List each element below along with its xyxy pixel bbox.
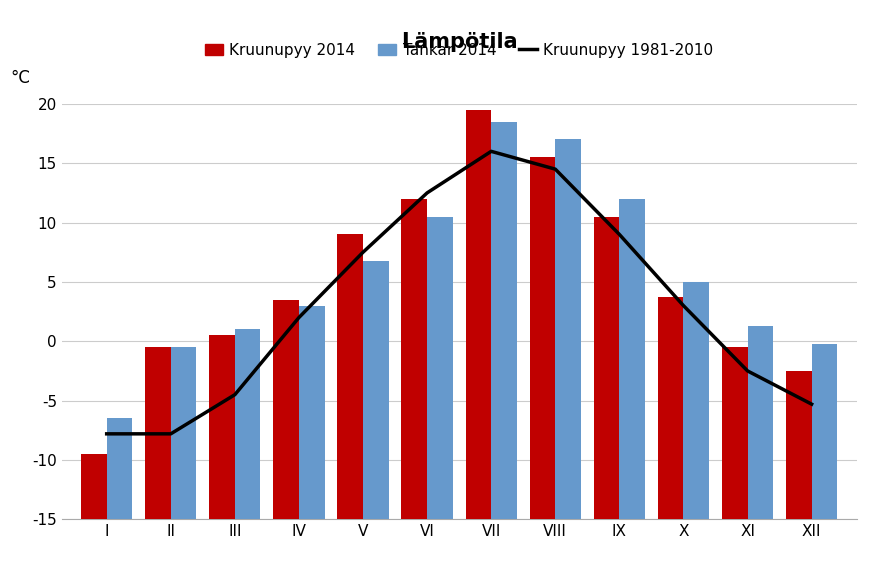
Bar (145, 347, 170, 519)
Bar (555, 140, 581, 519)
Text: °C: °C (11, 69, 30, 87)
Bar (491, 122, 517, 519)
Kruunupyy 1981-2010 (806, 400, 817, 407)
Kruunupyy 1981-2010 (743, 368, 753, 374)
Kruunupyy 1981-2010 (678, 302, 689, 309)
Kruunupyy 1981-2010 (422, 189, 433, 196)
Bar (235, 329, 260, 519)
Bar (530, 158, 555, 519)
Legend: Kruunupyy 2014, Tankar 2014, Kruunupyy 1981-2010: Kruunupyy 2014, Tankar 2014, Kruunupyy 1… (199, 37, 720, 64)
Kruunupyy 1981-2010 (102, 430, 112, 437)
Kruunupyy 1981-2010 (358, 249, 368, 256)
Kruunupyy 1981-2010 (294, 314, 305, 321)
Bar (748, 326, 774, 519)
Bar (722, 347, 748, 519)
Kruunupyy 1981-2010 (165, 430, 176, 437)
Bar (786, 371, 811, 519)
Line: Kruunupyy 1981-2010: Kruunupyy 1981-2010 (107, 151, 811, 434)
Bar (658, 297, 683, 519)
Bar (811, 344, 837, 519)
Bar (170, 347, 196, 519)
Bar (363, 261, 389, 519)
Bar (81, 454, 107, 519)
Bar (209, 335, 235, 519)
Bar (683, 282, 709, 519)
Kruunupyy 1981-2010 (486, 148, 496, 155)
Kruunupyy 1981-2010 (230, 391, 240, 398)
Bar (337, 234, 363, 519)
Bar (427, 216, 453, 519)
Bar (299, 306, 325, 519)
Bar (593, 216, 619, 519)
Bar (465, 110, 491, 519)
Kruunupyy 1981-2010 (614, 231, 624, 238)
Bar (402, 199, 427, 519)
Bar (107, 418, 132, 519)
Title: Lämpötila: Lämpötila (401, 32, 517, 53)
Bar (619, 199, 645, 519)
Bar (274, 299, 299, 519)
Kruunupyy 1981-2010 (550, 166, 561, 173)
